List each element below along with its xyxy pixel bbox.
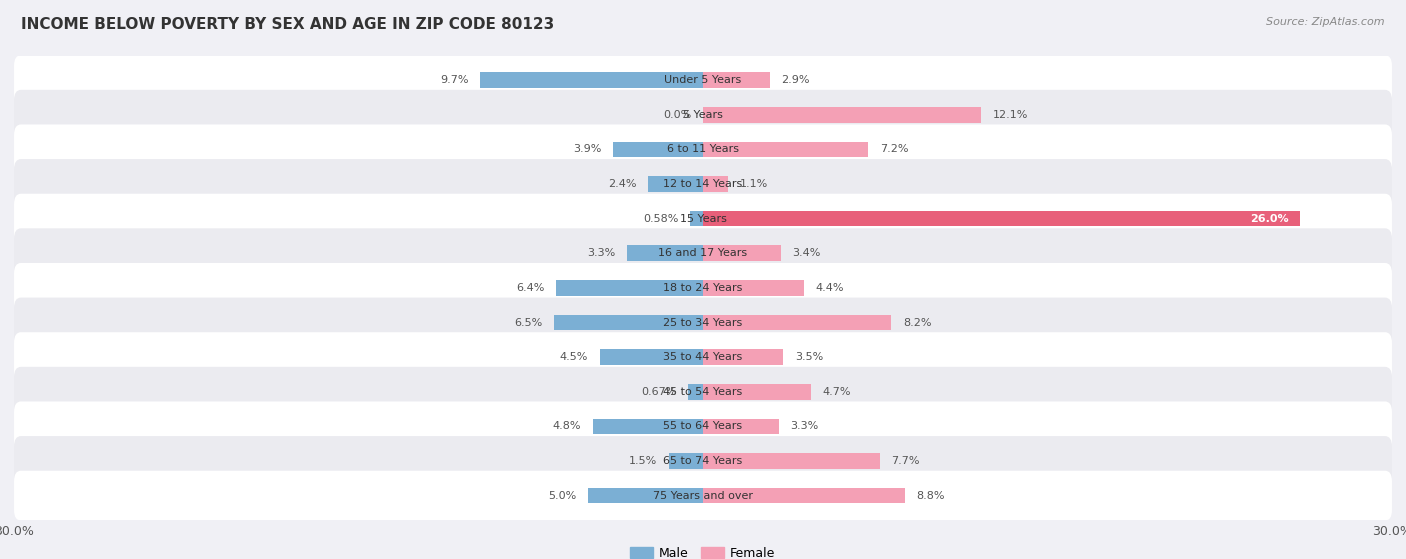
Text: 5.0%: 5.0% [548,491,576,501]
Text: 65 to 74 Years: 65 to 74 Years [664,456,742,466]
Text: 6.5%: 6.5% [515,318,543,328]
Text: 4.5%: 4.5% [560,352,588,362]
Text: 0.58%: 0.58% [643,214,678,224]
FancyBboxPatch shape [14,332,1392,382]
Text: 4.7%: 4.7% [823,387,851,397]
Bar [703,488,905,504]
Text: 3.9%: 3.9% [574,144,602,154]
Bar [703,280,804,296]
Text: 12.1%: 12.1% [993,110,1028,120]
Bar [703,315,891,330]
Text: 3.5%: 3.5% [794,352,823,362]
Bar [554,315,703,330]
Bar [599,349,703,365]
Legend: Male, Female: Male, Female [626,542,780,559]
Bar [669,453,703,469]
Bar [593,419,703,434]
Text: 6.4%: 6.4% [516,283,544,293]
Text: 25 to 34 Years: 25 to 34 Years [664,318,742,328]
Text: 4.4%: 4.4% [815,283,844,293]
Bar [703,419,779,434]
Bar [613,141,703,157]
Text: 3.3%: 3.3% [588,248,616,258]
Text: 55 to 64 Years: 55 to 64 Years [664,421,742,432]
FancyBboxPatch shape [14,367,1392,416]
Bar [703,211,1301,226]
FancyBboxPatch shape [14,159,1392,209]
Bar [703,453,880,469]
Text: 9.7%: 9.7% [440,75,468,85]
Bar [703,107,981,122]
FancyBboxPatch shape [14,90,1392,140]
Text: 26.0%: 26.0% [1250,214,1289,224]
Text: 1.1%: 1.1% [740,179,768,189]
Text: INCOME BELOW POVERTY BY SEX AND AGE IN ZIP CODE 80123: INCOME BELOW POVERTY BY SEX AND AGE IN Z… [21,17,554,32]
Text: 8.2%: 8.2% [903,318,931,328]
Bar [703,72,769,88]
FancyBboxPatch shape [14,263,1392,313]
Text: 4.8%: 4.8% [553,421,581,432]
Text: 0.67%: 0.67% [641,387,676,397]
Text: 45 to 54 Years: 45 to 54 Years [664,387,742,397]
Text: 0.0%: 0.0% [664,110,692,120]
Bar [703,384,811,400]
FancyBboxPatch shape [14,436,1392,486]
Text: 15 Years: 15 Years [679,214,727,224]
Bar [703,349,783,365]
Bar [627,245,703,261]
FancyBboxPatch shape [14,125,1392,174]
Text: 12 to 14 Years: 12 to 14 Years [664,179,742,189]
Bar [648,176,703,192]
Bar [481,72,703,88]
Bar [588,488,703,504]
Bar [688,384,703,400]
Text: 35 to 44 Years: 35 to 44 Years [664,352,742,362]
FancyBboxPatch shape [14,471,1392,520]
Bar [703,245,782,261]
Bar [703,141,869,157]
FancyBboxPatch shape [14,401,1392,451]
Text: 2.9%: 2.9% [782,75,810,85]
Text: 3.4%: 3.4% [793,248,821,258]
Bar [703,176,728,192]
Text: 7.7%: 7.7% [891,456,920,466]
FancyBboxPatch shape [14,228,1392,278]
Text: 6 to 11 Years: 6 to 11 Years [666,144,740,154]
Text: Under 5 Years: Under 5 Years [665,75,741,85]
FancyBboxPatch shape [14,297,1392,348]
Text: 5 Years: 5 Years [683,110,723,120]
Text: Source: ZipAtlas.com: Source: ZipAtlas.com [1267,17,1385,27]
Text: 75 Years and over: 75 Years and over [652,491,754,501]
Text: 16 and 17 Years: 16 and 17 Years [658,248,748,258]
Text: 3.3%: 3.3% [790,421,818,432]
Text: 2.4%: 2.4% [607,179,637,189]
Text: 1.5%: 1.5% [628,456,657,466]
Text: 18 to 24 Years: 18 to 24 Years [664,283,742,293]
Text: 7.2%: 7.2% [880,144,908,154]
FancyBboxPatch shape [14,194,1392,244]
Bar [690,211,703,226]
Text: 8.8%: 8.8% [917,491,945,501]
Bar [555,280,703,296]
FancyBboxPatch shape [14,55,1392,105]
